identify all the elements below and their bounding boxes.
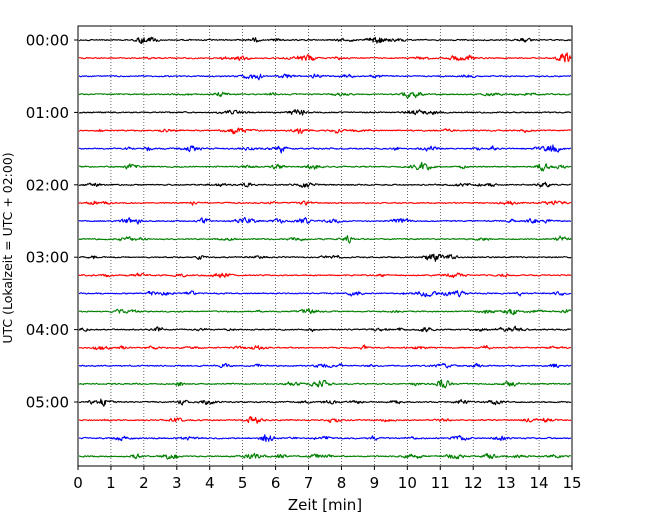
x-tick-label: 4 (205, 474, 215, 492)
seismic-traces (78, 36, 572, 460)
x-tick-label: 10 (398, 474, 417, 492)
x-tick-label: 13 (497, 474, 516, 492)
x-tick-label: 12 (464, 474, 483, 492)
seismic-trace (78, 325, 572, 333)
seismic-trace (78, 161, 572, 172)
seismic-trace (78, 216, 572, 225)
x-tick-label: 0 (73, 474, 83, 492)
seismic-trace (78, 344, 572, 351)
x-axis-ticks: 0 1 2 3 4 5 6 7 8 9 10 11 12 13 14 15 (73, 466, 582, 492)
x-tick-label: 5 (238, 474, 248, 492)
seismic-trace (78, 91, 572, 99)
seismic-trace (78, 235, 572, 244)
x-axis-title: Zeit [min] (288, 496, 362, 514)
seismic-trace (78, 289, 572, 298)
seismic-trace (78, 416, 572, 424)
seismic-trace (78, 36, 572, 45)
seismic-trace (78, 398, 572, 407)
y-axis-ticks: 00:00 01:00 02:00 03:00 04:00 05:00 (26, 32, 78, 412)
seismic-trace (78, 253, 572, 262)
x-tick-label: 15 (562, 474, 581, 492)
vertical-gridlines (110, 26, 540, 466)
seismic-trace (78, 181, 572, 188)
x-tick-label: 11 (431, 474, 450, 492)
seismic-trace (78, 379, 572, 389)
plot-frame (77, 25, 573, 467)
x-tick-label: 2 (139, 474, 149, 492)
x-tick-label: 8 (337, 474, 347, 492)
y-tick-label: 02:00 (26, 176, 69, 194)
seismic-trace (78, 200, 572, 206)
seismic-trace (78, 144, 572, 154)
seismic-trace (78, 362, 572, 369)
y-tick-label: 00:00 (26, 32, 69, 50)
x-tick-label: 14 (530, 474, 549, 492)
seismic-trace (78, 272, 572, 279)
seismic-trace (78, 127, 572, 135)
seismic-trace (78, 452, 572, 460)
y-tick-label: 03:00 (26, 249, 69, 267)
seismic-trace (78, 73, 572, 81)
x-tick-label: 6 (271, 474, 281, 492)
y-axis-title: UTC (Lokalzeit = UTC + 02:00) (0, 152, 15, 343)
y-tick-label: 05:00 (26, 394, 69, 412)
seismic-trace (78, 434, 572, 443)
y-tick-label: 01:00 (26, 104, 69, 122)
x-tick-label: 7 (304, 474, 314, 492)
y-tick-label: 04:00 (26, 321, 69, 339)
seismic-trace (78, 109, 572, 116)
seismic-trace (78, 308, 572, 316)
x-tick-label: 3 (172, 474, 182, 492)
seismic-trace (78, 52, 572, 63)
x-tick-label: 9 (370, 474, 380, 492)
x-tick-label: 1 (106, 474, 116, 492)
